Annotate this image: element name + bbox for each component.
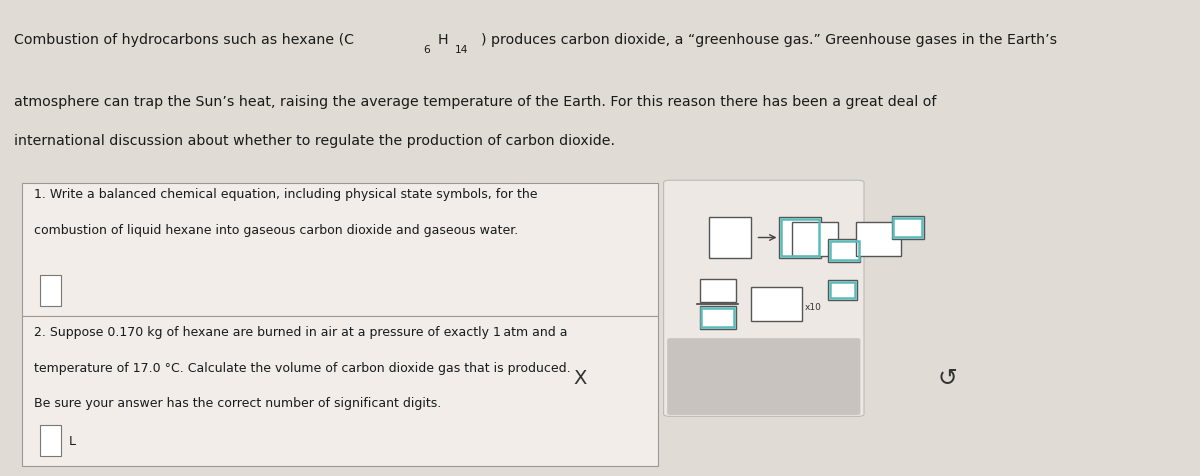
Text: 1. Write a balanced chemical equation, including physical state symbols, for the: 1. Write a balanced chemical equation, i… xyxy=(34,188,538,201)
Text: L: L xyxy=(68,434,76,447)
Text: temperature of 17.0 °C. Calculate the volume of carbon dioxide gas that is produ: temperature of 17.0 °C. Calculate the vo… xyxy=(34,361,570,374)
Bar xyxy=(893,219,923,238)
Bar xyxy=(701,308,733,327)
Text: ) produces carbon dioxide, a “greenhouse gas.” Greenhouse gases in the Earth’s: ) produces carbon dioxide, a “greenhouse… xyxy=(481,33,1057,47)
Text: Be sure your answer has the correct number of significant digits.: Be sure your answer has the correct numb… xyxy=(34,397,440,409)
Text: 2. Suppose 0.170 kg of hexane are burned in air at a pressure of exactly 1 atm a: 2. Suppose 0.170 kg of hexane are burned… xyxy=(34,325,568,338)
Text: international discussion about whether to regulate the production of carbon diox: international discussion about whether t… xyxy=(14,133,616,147)
Bar xyxy=(700,280,736,303)
Bar xyxy=(709,218,751,258)
Text: X: X xyxy=(574,368,587,387)
Bar xyxy=(40,275,61,306)
Bar xyxy=(828,240,860,263)
Text: ↺: ↺ xyxy=(937,365,956,389)
Text: H: H xyxy=(438,33,449,47)
Bar xyxy=(830,242,859,261)
FancyBboxPatch shape xyxy=(664,181,864,416)
Text: x10: x10 xyxy=(805,303,822,311)
Bar xyxy=(780,218,821,258)
Text: Combustion of hydrocarbons such as hexane (C: Combustion of hydrocarbons such as hexan… xyxy=(14,33,354,47)
Bar xyxy=(781,220,820,256)
Bar xyxy=(856,223,901,257)
Bar xyxy=(40,425,61,456)
Text: combustion of liquid hexane into gaseous carbon dioxide and gaseous water.: combustion of liquid hexane into gaseous… xyxy=(34,224,518,237)
Text: 14: 14 xyxy=(455,45,468,55)
Bar xyxy=(892,217,924,240)
FancyBboxPatch shape xyxy=(667,338,860,415)
Bar xyxy=(751,288,802,322)
Bar xyxy=(828,281,857,300)
Text: atmosphere can trap the Sun’s heat, raising the average temperature of the Earth: atmosphere can trap the Sun’s heat, rais… xyxy=(14,95,937,109)
Text: 6: 6 xyxy=(424,45,430,55)
Bar xyxy=(700,307,736,329)
Bar xyxy=(792,223,838,257)
Bar xyxy=(830,283,854,298)
